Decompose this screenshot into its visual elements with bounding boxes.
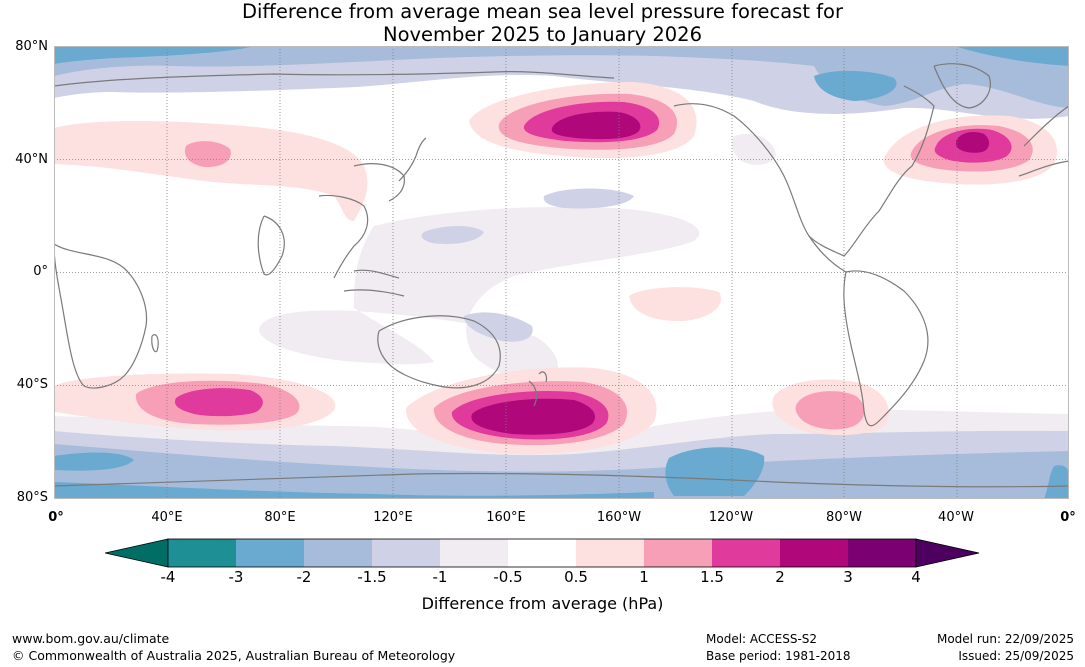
footer-copyright: © Commonwealth of Australia 2025, Austra… [12, 648, 456, 663]
tick-label-2: 2 [775, 568, 785, 586]
lon-label-160e: 160°E [486, 510, 526, 525]
colorbar-bin-3-to-4 [848, 539, 916, 567]
contour-south-neg-2-d [1044, 465, 1069, 499]
lon-label-40e: 40°E [151, 510, 183, 525]
pressure-anomaly-map [54, 46, 1069, 499]
lon-label-120e: 120°E [373, 510, 413, 525]
contour-tasman-pos-2 [471, 398, 595, 435]
tick-label-neg-1: -1 [432, 568, 448, 586]
lat-label-0: 0° [33, 264, 48, 279]
colorbar [105, 538, 980, 568]
colorbar-extend-low [105, 538, 169, 568]
contour-asia-pos-1 [184, 141, 231, 168]
colorbar-outline [167, 538, 917, 568]
title-line-2: November 2025 to January 2026 [383, 23, 702, 46]
coastline-greenland [933, 63, 991, 109]
coastline-se-asia [318, 194, 369, 279]
contour-natlantic-pos-2 [956, 132, 990, 153]
contour-north-neg-2 [54, 46, 254, 64]
coastline-indonesia [343, 269, 405, 297]
contour-tropic-neg-1-b [543, 188, 634, 209]
contour-asia-pos-0-5 [54, 121, 368, 221]
coastline-antarctica [54, 472, 1069, 488]
footer-issued: Issued: 25/09/2025 [958, 649, 1074, 663]
tick-label-0-5: 0.5 [564, 568, 588, 586]
contour-nam-neg-0-5 [732, 134, 776, 165]
contour-south-neg-1-5 [54, 444, 1069, 499]
contour-north-neg-2-c [814, 70, 897, 101]
map-svg [54, 46, 1069, 499]
tick-label-neg-1-5: -1.5 [357, 568, 387, 586]
contour-chile-pos-1 [795, 391, 865, 430]
contour-south-neg-2-b [665, 447, 765, 496]
lon-label-80e: 80°E [264, 510, 296, 525]
footer-model: Model: ACCESS-S2 [706, 632, 818, 646]
lon-label-0-left: 0° [48, 510, 64, 525]
coastline-europe [1018, 105, 1069, 177]
colorbar-bin-neg-1-5-to-neg-1 [372, 539, 440, 567]
colorbar-bin-1-to-1-5 [644, 539, 712, 567]
coastline-south-america [843, 270, 929, 427]
tick-label-neg-4: -4 [160, 568, 176, 586]
coastline-madagascar [151, 334, 159, 353]
footer-base-period: Base period: 1981-2018 [706, 649, 851, 663]
contour-tropic-neg-0-5 [259, 206, 700, 380]
colorbar-bin-neg-3-to-neg-2 [236, 539, 304, 567]
contour-south-neg-2-c [54, 482, 654, 499]
coastline-nz [528, 371, 548, 407]
title-line-1: Difference from average mean sea level p… [242, 0, 843, 23]
tick-label-1: 1 [639, 568, 649, 586]
contour-greenland-pos-0-5 [54, 143, 76, 159]
contour-north-neg-2-b [954, 46, 1069, 66]
lon-label-80w: 80°W [826, 510, 862, 525]
lat-label-40s: 40°S [16, 377, 48, 392]
contour-tropic-neg-1-c [464, 312, 533, 342]
contour-north-neg-1-5 [54, 46, 1069, 108]
colorbar-bin-neg-4-to-neg-3 [168, 539, 236, 567]
contour-tropic-neg-1 [421, 226, 484, 244]
coastline-australia [377, 315, 501, 389]
contour-sio-pos-1-5 [174, 388, 263, 417]
contour-south-neg-2 [54, 452, 134, 471]
coastline-eurasia-north [54, 71, 615, 87]
tick-label-neg-0-5: -0.5 [493, 568, 523, 586]
colorbar-bin-2-to-3 [780, 539, 848, 567]
coastline-india [257, 215, 285, 276]
colorbar-bin-1-5-to-2 [712, 539, 780, 567]
colorbar-title: Difference from average (hPa) [421, 594, 664, 613]
tick-label-1-5: 1.5 [700, 568, 724, 586]
coastline-japan [398, 137, 427, 182]
tick-label-3: 3 [843, 568, 853, 586]
colorbar-bin-neg-1-to-neg-0-5 [440, 539, 508, 567]
tick-label-neg-3: -3 [228, 568, 244, 586]
chart-title: Difference from average mean sea level p… [0, 0, 1085, 46]
colorbar-extend-high [915, 538, 980, 568]
footer-website: www.bom.gov.au/climate [12, 631, 170, 646]
lat-label-80s: 80°S [16, 490, 48, 505]
footer-model-run: Model run: 22/09/2025 [936, 632, 1074, 646]
lon-label-120w: 120°W [708, 510, 754, 525]
lon-label-40w: 40°W [938, 510, 974, 525]
coastline-north-america [673, 85, 935, 257]
contour-npacific-pos-2 [551, 111, 641, 140]
colorbar-bin-0-5-to-1 [576, 539, 644, 567]
coastline-central-america [808, 235, 847, 273]
map-frame [54, 46, 1069, 499]
tick-label-neg-2: -2 [296, 568, 312, 586]
coastline-africa [54, 243, 148, 389]
lon-label-160w: 160°W [596, 510, 642, 525]
colorbar-bin-neg-0-5-to-0-5 [508, 539, 576, 567]
tick-label-4: 4 [911, 568, 921, 586]
coastlines [54, 63, 1069, 488]
colorbar-bin-neg-2-to-neg-1-5 [304, 539, 372, 567]
lon-label-0-right: 0° [1060, 510, 1076, 525]
lat-label-80n: 80°N [15, 39, 48, 54]
lat-label-40n: 40°N [15, 152, 48, 167]
contour-sepacific-pos-0-5 [629, 287, 721, 322]
